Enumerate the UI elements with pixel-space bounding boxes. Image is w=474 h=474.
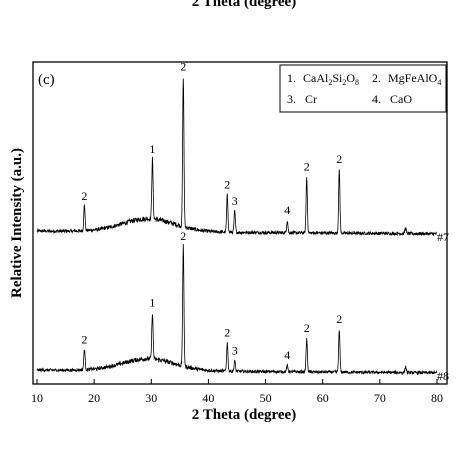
peak-label: 1 <box>149 142 155 156</box>
legend-entry-4: 4. CaO <box>372 92 412 106</box>
x-axis-ticks: 10 20 30 40 50 60 70 80 <box>31 379 443 405</box>
peak-label: 2 <box>224 325 230 339</box>
peak-label: 3 <box>232 343 238 357</box>
peak-label: 2 <box>304 160 310 174</box>
x-axis-title: 2 Theta (degree) <box>192 407 296 423</box>
legend-frame <box>279 64 447 113</box>
peak-label: 2 <box>336 152 342 166</box>
x-tick-label: 80 <box>431 391 443 405</box>
peak-label: 2 <box>81 189 87 203</box>
peak-label: 1 <box>149 296 155 310</box>
top-caption: 2 Theta (degree) <box>192 0 296 10</box>
peak-label: 2 <box>304 321 310 335</box>
peak-label: 2 <box>224 177 230 191</box>
legend-entry-2: 2. MgFeAlO4 <box>372 71 441 87</box>
series-name-label: #8 <box>437 369 449 383</box>
x-tick-label: 20 <box>88 391 100 405</box>
plot-frame <box>32 61 448 385</box>
x-tick-label: 70 <box>374 391 386 405</box>
x-tick-label: 40 <box>202 391 214 405</box>
legend-entry-1: 1. CaAl2Si2O8 <box>287 71 359 87</box>
legend-entry-1-number: 1. <box>287 71 296 85</box>
xrd-pattern-line <box>36 78 438 237</box>
legend: 1. CaAl2Si2O8 2. MgFeAlO4 3. Cr 4. CaO <box>279 64 447 113</box>
xrd-pattern-line <box>36 244 438 376</box>
legend-entry-2-number: 2. <box>372 71 381 85</box>
peak-label: 2 <box>180 229 186 243</box>
peak-label: 3 <box>232 194 238 208</box>
x-tick-label: 60 <box>317 391 329 405</box>
legend-entry-3-number: 3. <box>287 92 296 106</box>
peak-label: 2 <box>336 312 342 326</box>
x-tick-label: 50 <box>260 391 272 405</box>
legend-entry-3: 3. Cr <box>287 92 317 106</box>
legend-entry-4-number: 4. <box>372 92 381 106</box>
x-tick-label: 30 <box>145 391 157 405</box>
panel-label: (c) <box>38 72 55 88</box>
peak-label: 2 <box>180 60 186 74</box>
peak-label: 4 <box>284 203 290 217</box>
peak-label: 2 <box>81 332 87 346</box>
x-tick-label: 10 <box>31 391 43 405</box>
peak-label: 4 <box>284 348 290 362</box>
series-name-label: #7 <box>437 230 449 244</box>
y-axis-title: Relative Intensity (a.u.) <box>9 148 25 298</box>
